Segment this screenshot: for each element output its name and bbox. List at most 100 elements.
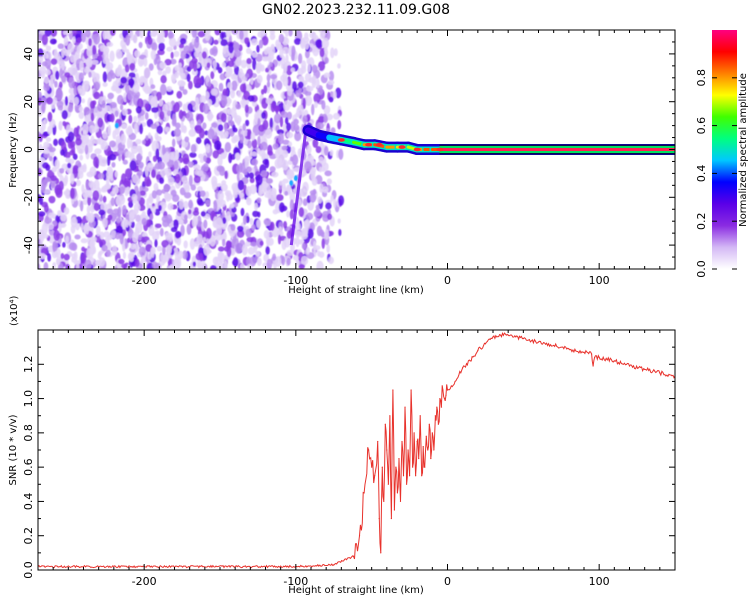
noise-blob xyxy=(135,145,143,152)
noise-blob xyxy=(309,192,317,203)
noise-blob xyxy=(183,200,189,209)
noise-blob xyxy=(316,260,324,269)
colorbar-label: Normalized spectral amplitude xyxy=(738,73,749,227)
noise-blob xyxy=(217,246,225,252)
noise-blob xyxy=(286,230,293,239)
noise-blob xyxy=(304,219,310,226)
noise-blob xyxy=(87,195,92,206)
noise-blob xyxy=(289,156,294,162)
snr-point xyxy=(644,368,646,371)
noise-blob xyxy=(288,141,293,147)
noise-blob xyxy=(231,206,237,213)
noise-blob xyxy=(239,263,245,269)
noise-blob xyxy=(239,83,247,93)
noise-blob xyxy=(105,98,113,104)
noise-blob xyxy=(324,170,332,177)
noise-blob xyxy=(75,106,81,113)
noise-blob xyxy=(159,110,165,120)
noise-blob xyxy=(226,128,235,135)
y-tick-label: -20 xyxy=(22,188,35,206)
noise-blob xyxy=(76,37,83,43)
noise-blob xyxy=(210,71,215,80)
snr-line xyxy=(38,331,675,569)
noise-blob xyxy=(280,74,287,83)
noise-blob xyxy=(291,51,295,62)
noise-blob xyxy=(205,143,210,151)
noise-blob xyxy=(245,73,250,79)
noise-blob xyxy=(293,124,300,132)
snr-point xyxy=(428,423,430,425)
noise-blob xyxy=(121,44,127,53)
noise-blob xyxy=(111,245,118,256)
noise-blob xyxy=(151,106,159,113)
snr-point xyxy=(352,555,355,557)
noise-blob xyxy=(78,106,84,112)
noise-blob xyxy=(194,97,200,108)
noise-blob xyxy=(44,216,52,225)
colorbar: 0.0 0.2 0.4 0.6 0.8 Normalized spectral ampl… xyxy=(695,30,749,278)
noise-blob xyxy=(188,129,196,137)
noise-blob xyxy=(317,61,326,71)
snr-point xyxy=(358,535,361,537)
noise-blob xyxy=(236,230,245,238)
x-tick-label: -200 xyxy=(132,575,157,588)
noise-blob xyxy=(218,82,224,92)
noise-blob xyxy=(288,30,293,37)
noise-blob xyxy=(49,78,54,89)
noise-blob xyxy=(249,177,255,184)
noise-blob xyxy=(197,199,205,206)
noise-blob xyxy=(92,190,100,201)
snr-point xyxy=(427,449,429,451)
noise-blob xyxy=(286,249,294,257)
noise-blob xyxy=(187,161,194,168)
noise-blob xyxy=(319,229,325,237)
noise-blob xyxy=(321,238,325,249)
colorbar-tick-label: 0.4 xyxy=(695,165,708,183)
noise-blob xyxy=(207,81,212,88)
noise-blob xyxy=(250,132,256,141)
noise-blob xyxy=(251,158,258,166)
snr-point xyxy=(484,343,487,345)
noise-blob xyxy=(78,72,85,82)
noise-blob xyxy=(281,240,287,251)
noise-blob xyxy=(46,64,51,71)
snr-point xyxy=(598,356,600,359)
snr-point xyxy=(568,348,570,350)
noise-blob xyxy=(226,114,232,122)
noise-blob xyxy=(119,186,125,194)
noise-blob xyxy=(117,147,125,155)
noise-blob xyxy=(55,70,60,80)
noise-blob xyxy=(145,135,149,141)
noise-blob xyxy=(197,215,202,227)
noise-blob xyxy=(298,75,305,82)
noise-blob xyxy=(232,127,238,133)
noise-blob xyxy=(150,97,157,107)
noise-blob xyxy=(244,37,250,45)
noise-blob xyxy=(107,92,115,100)
noise-blob xyxy=(46,97,54,105)
snr-point xyxy=(434,415,436,417)
noise-blob xyxy=(71,242,78,252)
noise-blob xyxy=(154,223,162,229)
noise-blob xyxy=(144,175,151,187)
noise-blob xyxy=(110,112,115,123)
signal-peak xyxy=(337,138,345,142)
noise-blob xyxy=(315,39,323,49)
noise-blob xyxy=(217,252,225,264)
noise-blob xyxy=(261,111,266,119)
noise-blob xyxy=(75,179,82,187)
noise-blob xyxy=(45,45,52,52)
noise-blob xyxy=(45,137,52,143)
noise-blob xyxy=(98,172,105,180)
noise-blob xyxy=(60,253,65,260)
noise-blob xyxy=(239,30,244,40)
noise-blob xyxy=(200,210,206,217)
noise-blob xyxy=(270,190,277,202)
noise-blob xyxy=(162,244,166,256)
noise-blob xyxy=(278,33,285,44)
y-tick-label: 0.2 xyxy=(22,527,35,545)
noise-blob xyxy=(139,123,143,135)
noise-blob xyxy=(211,45,218,57)
noise-blob xyxy=(79,60,84,72)
noise-blob xyxy=(199,190,206,198)
